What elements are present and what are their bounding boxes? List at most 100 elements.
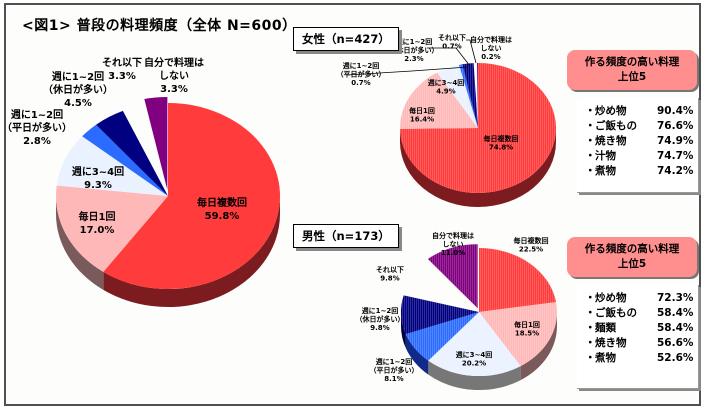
page-title: <図1> 普段の料理頻度（全体 N=600）	[22, 18, 297, 34]
bullet: ・	[585, 135, 596, 147]
pie-slice-label: 自分で料理はしない 0.2%	[470, 35, 512, 61]
slice-texture	[479, 248, 557, 312]
male-pie-labels: 毎日複数回 22.5% 毎日1回 18.5% 週に3~4回 20.2% 週に1~2回（平日が…	[356, 231, 549, 383]
male-ranking-list: ・炒め物 72.3% ・ご飯もの 58.4% ・麺類 58.4% ・焼き物 56.6% …	[577, 285, 699, 389]
pie-slice-label: 毎日1回 18.5%	[514, 320, 540, 338]
dish-percent: 52.6%	[657, 352, 694, 364]
ranking-row: ・焼き物 74.9%	[585, 134, 698, 149]
dish-name: 炒め物	[595, 105, 627, 117]
female-pie-labels: 毎日複数回 74.8% 毎日1回 16.4% 週に3~4回 4.9% 週に1~2回（平日が多…	[337, 34, 519, 152]
male-pie-chart	[401, 244, 557, 391]
no-cooking-slice	[144, 97, 168, 191]
dish-percent: 74.2%	[657, 165, 694, 177]
daily-multi-slice-side	[400, 128, 556, 207]
pie-slice-label: 週に3~4回 20.2%	[456, 350, 493, 368]
bullet: ・	[585, 337, 596, 349]
female-ranking-header-line2: 上位5	[617, 71, 647, 83]
ranking-row: ・煮物 74.2%	[585, 164, 698, 179]
pie-slice-label: 週に3~4回 4.9%	[428, 78, 465, 96]
pie-slice-label: それ以下 0.7%	[438, 34, 466, 51]
pie-slice-label: 週に3~4回 9.3%	[72, 166, 124, 191]
dish-name: 煮物	[595, 352, 616, 364]
female-ranking-list: ・炒め物 90.4% ・ご飯もの 76.6% ・焼き物 74.9% ・汁物 74.7% …	[577, 98, 699, 193]
slice-texture	[477, 63, 478, 128]
slice-texture	[401, 295, 479, 335]
male-ranking-header-line1: 作る頻度の高い料理	[584, 243, 680, 255]
dish-percent: 58.4%	[657, 322, 694, 334]
overall-pie-chart	[55, 97, 280, 307]
pie-slice-label: 自分で料理はしない 3.3%	[144, 56, 204, 95]
pie-slice-label: 毎日1回 17.0%	[79, 210, 116, 236]
weekly-1-2-holiday-slice-side	[401, 312, 406, 349]
daily-multi-slice-side	[103, 196, 280, 307]
dish-percent: 74.9%	[657, 135, 694, 147]
slice-texture	[400, 63, 556, 193]
female-ranking-header-line1: 作る頻度の高い料理	[584, 56, 680, 68]
pie-slice-label: それ以下 3.3%	[102, 57, 142, 82]
daily-once-slice-side	[56, 196, 104, 290]
dish-name: 麺類	[595, 322, 616, 334]
ranking-row: ・焼き物 56.6%	[585, 336, 698, 351]
male-ranking-header: 作る頻度の高い料理 上位5	[567, 237, 697, 277]
bullet: ・	[585, 307, 596, 319]
weekly-1-2-weekday-slice	[82, 124, 168, 196]
male-group-label: 男性（n=173）	[293, 224, 399, 248]
dish-percent: 90.4%	[657, 105, 694, 117]
weekly-1-2-holiday-slice	[96, 110, 168, 196]
dish-name: 焼き物	[595, 135, 627, 147]
dish-name: ご飯もの	[595, 120, 637, 132]
weekly-3-4-slice	[56, 136, 169, 196]
dish-percent: 72.3%	[657, 292, 694, 304]
pie-slice-label: それ以下 9.8%	[376, 266, 404, 283]
dish-name: ご飯もの	[595, 307, 637, 319]
pie-slice-label: 毎日1回 16.4%	[409, 106, 435, 124]
pie-slice-label: 週に1~2回（平日が多い） 8.1%	[370, 357, 419, 383]
overall-pie-labels: 毎日複数回 59.8% 毎日1回 17.0% 週に3~4回 9.3%週に1~2回（平日が多…	[2, 56, 247, 236]
bullet: ・	[585, 150, 596, 162]
pie-slice-label: 自分で料理はしない 11.0%	[432, 231, 474, 257]
weekly-3-4-slice-side	[428, 360, 521, 391]
bullet: ・	[585, 120, 596, 132]
bullet: ・	[585, 352, 596, 364]
bullet: ・	[585, 322, 596, 334]
slice-texture	[428, 312, 521, 376]
female-pie-chart	[400, 63, 556, 207]
pie-slice-label: 週に1~2回（平日が多い） 2.8%	[2, 109, 72, 147]
pie-slice-label: 週に1~2回（休日が多い） 2.3%	[390, 37, 439, 63]
dish-name: 炒め物	[595, 292, 627, 304]
slice-texture	[462, 63, 478, 129]
pie-slice-label: 毎日複数回 59.8%	[197, 196, 247, 222]
dish-percent: 56.6%	[657, 337, 694, 349]
pie-slice-label: 週に1~2回（休日が多い） 4.5%	[43, 71, 113, 109]
dish-name: 焼き物	[595, 337, 627, 349]
dish-name: 汁物	[595, 150, 616, 162]
slice-texture	[427, 244, 478, 309]
label-leader-lines	[346, 39, 477, 76]
ranking-row: ・ご飯もの 58.4%	[585, 306, 698, 321]
pie-slice-label: 週に1~2回（平日が多い） 0.7%	[337, 61, 386, 87]
female-group-label: 女性（n=427）	[293, 27, 399, 51]
ranking-row: ・ご飯もの 76.6%	[585, 119, 698, 134]
pie-slice-label: 毎日複数回 22.5%	[514, 236, 549, 254]
bullet: ・	[585, 105, 596, 117]
weekly-1-2-weekday-slice-side	[405, 334, 429, 375]
daily-once-slice-side	[520, 312, 557, 381]
slice-texture	[437, 64, 478, 128]
ranking-row: ・炒め物 72.3%	[585, 291, 698, 306]
ranking-row: ・炒め物 90.4%	[585, 104, 698, 119]
slice-texture	[400, 72, 478, 129]
ranking-row: ・麺類 58.4%	[585, 321, 698, 336]
ranking-row: ・煮物 52.6%	[585, 351, 698, 366]
dish-name: 煮物	[595, 165, 616, 177]
pie-slice-label: 毎日複数回 74.8%	[484, 134, 519, 152]
dish-percent: 76.6%	[657, 120, 694, 132]
male-ranking-header-line2: 上位5	[617, 258, 647, 270]
slice-texture	[479, 302, 557, 367]
bullet: ・	[585, 292, 596, 304]
daily-once-slice	[55, 185, 168, 272]
pie-slice-label: 週に1~2回（休日が多い） 9.8%	[356, 306, 405, 332]
slice-texture	[459, 64, 478, 128]
female-ranking-header: 作る頻度の高い料理 上位5	[567, 50, 697, 90]
daily-multi-slice	[103, 103, 280, 289]
